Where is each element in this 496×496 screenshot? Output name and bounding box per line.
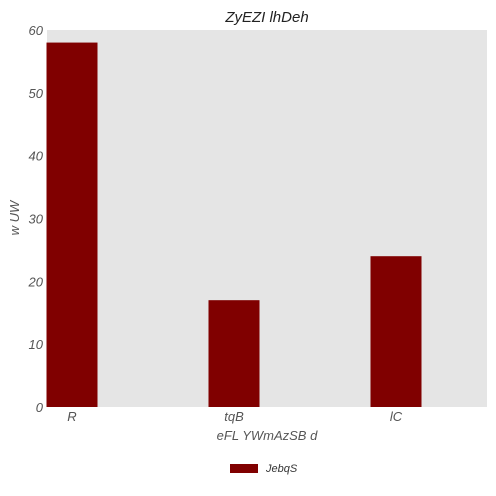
bar-R (46, 42, 98, 408)
x-axis-label: eFL YWmAzSB d (217, 428, 318, 443)
y-axis-ticks: 0 10 20 30 40 50 60 (28, 23, 44, 415)
legend-swatch (230, 464, 258, 473)
y-tick-label: 40 (29, 149, 44, 164)
y-tick-label: 0 (36, 400, 44, 415)
y-tick-label: 10 (29, 337, 44, 352)
bar-tqB (208, 300, 260, 407)
x-tick-label: lC (390, 409, 403, 424)
legend: JebqS (230, 463, 298, 475)
y-tick-label: 20 (28, 274, 44, 289)
y-tick-label: 50 (29, 86, 44, 101)
y-tick-label: 60 (29, 23, 44, 38)
legend-label: JebqS (265, 463, 298, 475)
y-tick-label: 30 (29, 212, 44, 227)
x-tick-label: R (67, 409, 76, 424)
y-axis-label: w UW (7, 199, 22, 235)
bar-lC (370, 256, 422, 407)
x-tick-label: tqB (224, 409, 244, 424)
bars (46, 42, 422, 408)
chart-title: ZyEZI lhDeh (224, 9, 308, 26)
